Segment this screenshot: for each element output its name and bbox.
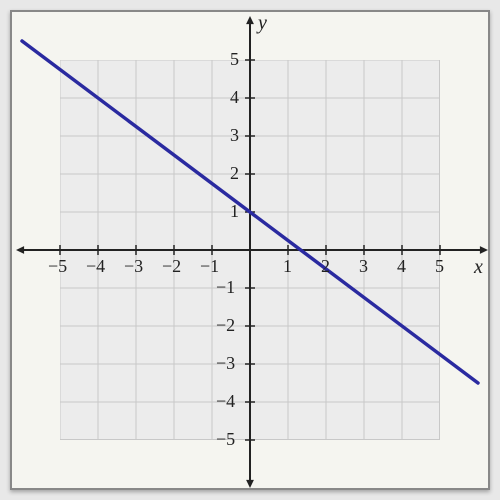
x-tick-5: 5 — [435, 256, 444, 277]
x-tick--4: −4 — [86, 256, 105, 277]
x-tick--5: −5 — [48, 256, 67, 277]
x-tick-3: 3 — [359, 256, 368, 277]
y-tick-1: 1 — [230, 201, 239, 222]
y-tick--1: −1 — [216, 277, 235, 298]
y-tick-5: 5 — [230, 49, 239, 70]
y-tick--2: −2 — [216, 315, 235, 336]
x-tick-1: 1 — [283, 256, 292, 277]
y-axis-label: y — [258, 12, 267, 35]
x-tick-4: 4 — [397, 256, 406, 277]
x-axis-label: x — [474, 256, 483, 279]
y-tick--5: −5 — [216, 429, 235, 450]
coordinate-plane: y x −5 −4 −3 −2 −1 1 2 3 4 5 −5 −4 −3 −2 −1 1 2 3 4 5 — [12, 12, 488, 488]
plot-svg — [12, 12, 492, 492]
y-tick-3: 3 — [230, 125, 239, 146]
y-tick-2: 2 — [230, 163, 239, 184]
chart-frame: y x −5 −4 −3 −2 −1 1 2 3 4 5 −5 −4 −3 −2 −1 1 2 3 4 5 — [10, 10, 490, 490]
x-tick-2: 2 — [321, 256, 330, 277]
x-tick--3: −3 — [124, 256, 143, 277]
x-tick--1: −1 — [200, 256, 219, 277]
x-tick--2: −2 — [162, 256, 181, 277]
y-tick-4: 4 — [230, 87, 239, 108]
y-tick--4: −4 — [216, 391, 235, 412]
y-tick--3: −3 — [216, 353, 235, 374]
